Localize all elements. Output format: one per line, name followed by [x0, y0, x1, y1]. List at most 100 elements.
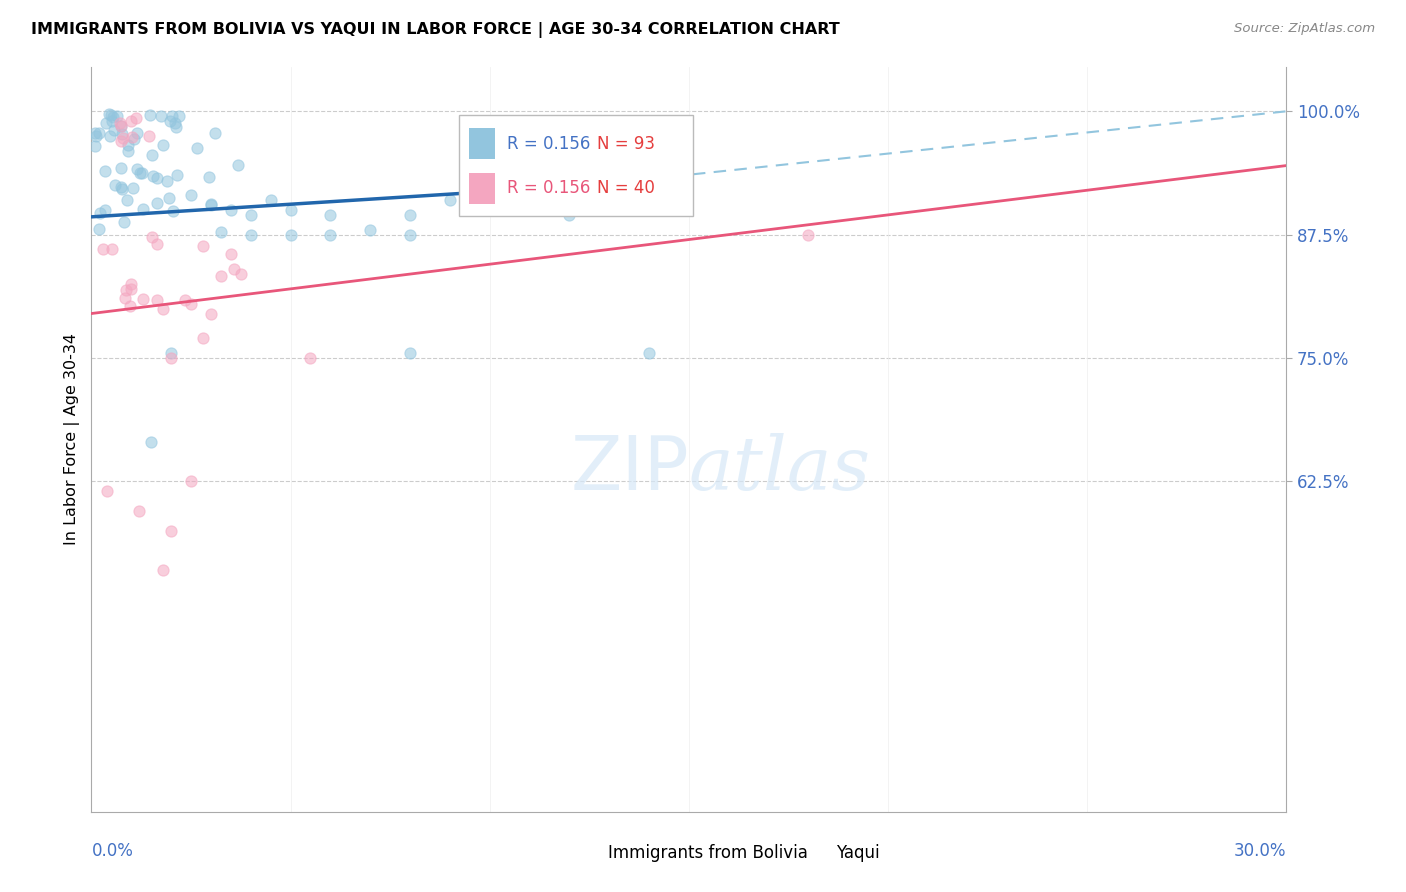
Point — [93, 202, 115, 217]
Point — [111, 127, 134, 141]
Text: Source: ZipAtlas.com: Source: ZipAtlas.com — [1234, 22, 1375, 36]
Point — [105, 109, 128, 123]
Point — [239, 227, 262, 242]
Point — [166, 169, 188, 183]
Point — [180, 475, 202, 489]
Bar — [804, 841, 830, 863]
Point — [120, 282, 142, 296]
Point — [110, 134, 132, 148]
Point — [149, 109, 172, 123]
Point — [259, 193, 281, 207]
Point — [319, 227, 342, 242]
Point — [84, 127, 107, 141]
Point — [638, 346, 661, 360]
Point — [152, 301, 174, 316]
Point — [131, 292, 153, 306]
Point — [197, 170, 219, 185]
Point — [131, 166, 153, 180]
Point — [165, 120, 187, 135]
Point — [91, 242, 114, 256]
Point — [97, 107, 120, 121]
Point — [478, 202, 501, 217]
Point — [299, 351, 322, 365]
Text: N = 40: N = 40 — [598, 179, 655, 197]
Point — [121, 130, 143, 145]
Point — [229, 267, 252, 281]
Text: 30.0%: 30.0% — [1234, 841, 1286, 860]
Point — [110, 119, 132, 133]
Point — [558, 208, 581, 222]
Text: R = 0.156: R = 0.156 — [508, 135, 591, 153]
Text: R = 0.156: R = 0.156 — [508, 179, 591, 197]
Point — [103, 110, 125, 124]
Point — [98, 128, 121, 143]
Bar — [470, 173, 495, 204]
Point — [117, 137, 139, 152]
Point — [160, 524, 183, 538]
Point — [160, 346, 183, 360]
Point — [112, 214, 135, 228]
Point — [114, 291, 136, 305]
Text: ZIP: ZIP — [571, 433, 689, 506]
Point — [104, 178, 127, 193]
Point — [399, 346, 422, 360]
Point — [100, 242, 122, 256]
Point — [319, 208, 342, 222]
Point — [399, 208, 422, 222]
Bar — [575, 841, 602, 863]
Point — [114, 283, 136, 297]
Point — [280, 202, 302, 217]
Point — [160, 108, 183, 122]
Point — [110, 116, 132, 130]
Point — [142, 169, 165, 184]
Point — [86, 128, 108, 143]
Point — [797, 227, 820, 242]
Point — [141, 148, 163, 162]
FancyBboxPatch shape — [460, 115, 693, 216]
Point — [115, 193, 138, 207]
Text: N = 93: N = 93 — [598, 135, 655, 153]
Text: atlas: atlas — [689, 433, 872, 506]
Point — [120, 277, 142, 291]
Point — [117, 144, 139, 158]
Point — [87, 222, 110, 236]
Point — [94, 164, 117, 178]
Point — [219, 202, 242, 217]
Point — [399, 227, 422, 242]
Point — [129, 166, 152, 180]
Point — [146, 236, 169, 251]
Point — [125, 111, 148, 125]
Point — [186, 140, 208, 154]
Point — [200, 197, 222, 211]
Y-axis label: In Labor Force | Age 30-34: In Labor Force | Age 30-34 — [65, 334, 80, 545]
Point — [146, 293, 169, 307]
Point — [89, 206, 111, 220]
Point — [439, 193, 461, 207]
Text: IMMIGRANTS FROM BOLIVIA VS YAQUI IN LABOR FORCE | AGE 30-34 CORRELATION CHART: IMMIGRANTS FROM BOLIVIA VS YAQUI IN LABO… — [31, 22, 839, 38]
Point — [193, 239, 215, 253]
Point — [141, 434, 162, 449]
Point — [103, 123, 125, 137]
Point — [127, 161, 149, 176]
Point — [110, 179, 132, 194]
Point — [112, 131, 135, 145]
Point — [204, 126, 226, 140]
Point — [160, 351, 183, 365]
Point — [478, 202, 501, 217]
Point — [173, 293, 195, 308]
Point — [165, 116, 187, 130]
Point — [167, 109, 190, 123]
Point — [157, 191, 180, 205]
Point — [138, 128, 160, 143]
Point — [146, 171, 169, 186]
Point — [110, 161, 132, 175]
Point — [180, 296, 202, 310]
Text: 0.0%: 0.0% — [91, 841, 134, 860]
Point — [120, 113, 142, 128]
Text: Immigrants from Bolivia: Immigrants from Bolivia — [607, 844, 807, 862]
Point — [200, 198, 222, 212]
Point — [226, 157, 249, 171]
Point — [222, 261, 245, 276]
Point — [89, 126, 111, 140]
Point — [96, 116, 118, 130]
